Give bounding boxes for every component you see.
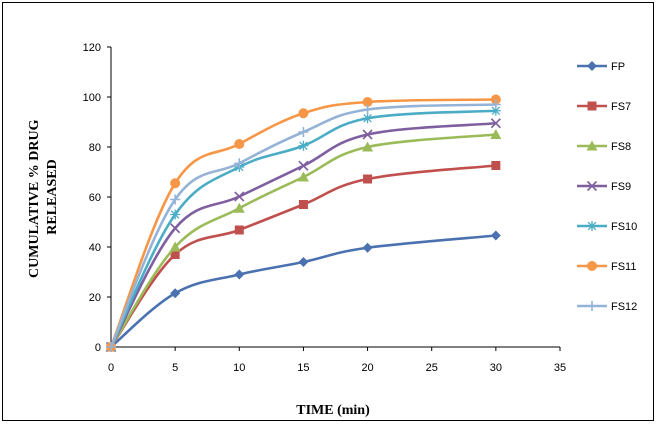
series-fs12-point: [170, 194, 181, 205]
x-tick-label: 25: [426, 362, 438, 374]
legend-swatch-marker: [586, 180, 598, 192]
legend-item-fs12: FS12: [577, 301, 637, 313]
series-fs8-point: [490, 129, 502, 139]
y-axis-title-line-2: RELEASED: [45, 159, 60, 234]
series-fs12-point: [106, 342, 116, 352]
x-tick-label: 10: [233, 362, 245, 374]
series-fp: [106, 230, 501, 352]
legend-label: FS10: [611, 221, 637, 233]
series-fs12-point: [234, 158, 245, 169]
series-fs9-point: [490, 118, 501, 129]
x-tick-label: 20: [361, 362, 373, 374]
series-fs10: [106, 105, 501, 352]
legend-swatch-marker: [587, 261, 597, 271]
series-fs10-line: [109, 109, 496, 348]
series-fp-point: [298, 257, 309, 267]
series-fs12-line: [109, 103, 496, 348]
series-fp-line: [110, 234, 496, 348]
series-fs8-point: [169, 241, 181, 252]
y-axis-title-line-1: CUMULATIVE % DRUG: [27, 119, 42, 278]
y-tick-label: 100: [83, 92, 101, 104]
series-fs8-line: [109, 133, 496, 348]
series-fs12: [106, 99, 501, 352]
series-fs9-point: [298, 160, 309, 171]
x-tick-label: 15: [297, 362, 309, 374]
series-fs7-point: [363, 174, 373, 184]
legend-swatch-marker: [587, 301, 597, 311]
x-tick-label: 30: [490, 362, 502, 374]
series-fs10-point: [298, 140, 309, 151]
y-axis-title: CUMULATIVE % DRUG RELEASED: [27, 116, 60, 278]
series-fp-point: [362, 242, 373, 253]
x-tick-label: 5: [172, 362, 178, 374]
legend-item-fs10: FS10: [577, 221, 637, 233]
series-fs11-point: [170, 178, 181, 189]
legend-item-fp: FP: [577, 61, 625, 73]
legend-swatch-marker: [587, 61, 597, 71]
series-fs9-point: [362, 129, 373, 140]
legend-label: FS7: [611, 101, 631, 113]
series-fs7-line: [109, 164, 496, 348]
series-fs10-point: [490, 105, 501, 116]
legend-label: FS8: [611, 141, 631, 153]
x-tick-label: 35: [554, 362, 566, 374]
series-layer: [105, 94, 502, 353]
y-tick-label: 120: [83, 42, 101, 54]
series-fs7-point: [170, 250, 180, 259]
series-fs11: [106, 94, 501, 352]
series-fs11-line: [109, 98, 496, 348]
legend-label: FS9: [611, 181, 631, 193]
series-fs12-point: [362, 104, 373, 115]
legend-item-fs11: FS11: [577, 261, 636, 273]
y-tick-label: 0: [95, 342, 101, 354]
legend-label: FP: [611, 61, 625, 73]
y-tick-label: 40: [89, 242, 101, 254]
series-fs7-point: [298, 200, 308, 209]
series-fs8-point: [297, 171, 309, 182]
legend: FP FS7 FS8 FS9 FS10 FS11 FS12: [577, 61, 637, 313]
series-fs8-point: [362, 141, 374, 152]
x-tick-label: 0: [108, 362, 114, 374]
series-fs7-point: [234, 225, 244, 235]
series-fs12-point: [490, 99, 501, 110]
y-tick-label: 80: [89, 142, 101, 154]
series-fs8: [105, 129, 502, 352]
series-fs7: [106, 161, 501, 352]
axis-ticks: 0 20 40 60 80 100 120 0 5 10 15 20 25 30 35: [83, 42, 566, 374]
series-fs10-point: [170, 209, 181, 220]
legend-item-fs9: FS9: [577, 180, 631, 193]
legend-swatch-marker: [586, 140, 598, 151]
series-fp-point: [234, 269, 245, 280]
series-fs8-point: [233, 202, 245, 213]
legend-item-fs8: FS8: [577, 140, 631, 153]
series-fs11-point: [234, 139, 245, 149]
series-fs7-point: [491, 161, 501, 170]
series-fs9-line: [109, 121, 496, 348]
legend-label: FS12: [611, 301, 637, 313]
series-fp-point: [170, 288, 181, 299]
x-axis-title: TIME (min): [296, 403, 370, 418]
series-fp-point: [490, 230, 501, 241]
legend-swatch-marker: [587, 101, 597, 111]
series-fs10-point: [362, 113, 373, 124]
series-fs9: [105, 118, 501, 353]
series-fs12-point: [298, 127, 309, 137]
y-tick-label: 60: [89, 192, 101, 204]
series-fs11-point: [298, 108, 309, 119]
legend-swatch-marker: [587, 221, 597, 231]
legend-label: FS11: [611, 261, 636, 273]
legend-item-fs7: FS7: [577, 101, 631, 113]
y-tick-label: 20: [89, 292, 101, 304]
series-fs9-point: [170, 223, 181, 234]
series-fs11-point: [362, 97, 373, 107]
series-fs9-point: [234, 191, 245, 202]
